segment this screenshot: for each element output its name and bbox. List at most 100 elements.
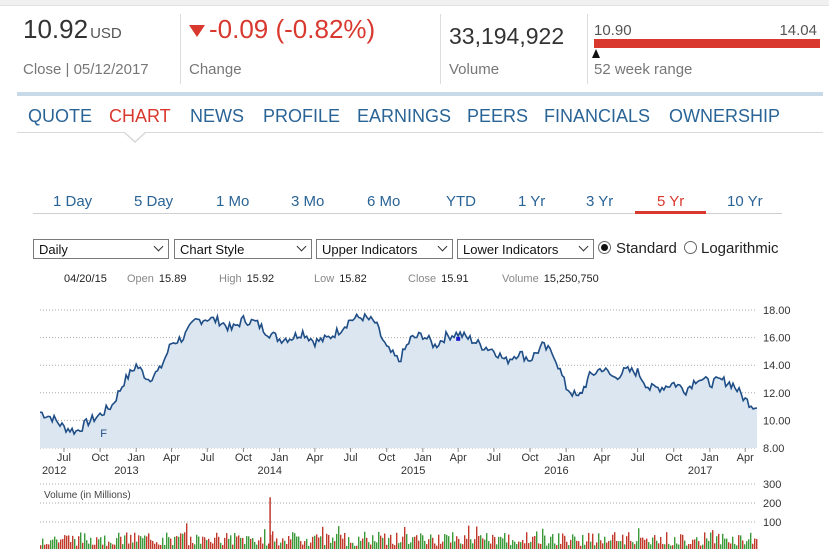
range-1-yr[interactable]: 1 Yr — [518, 193, 546, 210]
volume-bar — [674, 537, 676, 549]
volume-bar — [616, 540, 618, 549]
volume-bar — [372, 535, 374, 549]
tab-financials[interactable]: FINANCIALS — [544, 106, 651, 126]
price-tick-label: 8.00 — [763, 443, 784, 455]
standard-radio[interactable] — [598, 241, 611, 254]
volume-bar — [360, 540, 362, 549]
volume-bar — [330, 542, 332, 549]
logarithmic-radio[interactable] — [684, 241, 697, 254]
tab-news[interactable]: NEWS — [190, 106, 244, 126]
range-3-yr[interactable]: 3 Yr — [586, 193, 614, 210]
volume-bar — [258, 540, 260, 549]
volume-bar — [466, 538, 468, 549]
range-5-yr[interactable]: 5 Yr — [657, 193, 685, 210]
volume-bar — [292, 532, 294, 549]
volume-bar — [396, 532, 398, 549]
volume-bar — [418, 540, 420, 549]
range-5-day[interactable]: 5 Day — [134, 193, 174, 210]
volume-bar — [78, 536, 80, 549]
volume-bar — [274, 541, 276, 549]
volume-bar — [200, 543, 202, 549]
volume-bar — [208, 538, 210, 549]
range-1-day[interactable]: 1 Day — [53, 193, 93, 210]
volume-bar — [542, 528, 544, 549]
volume-bar — [104, 535, 106, 549]
volume-bar — [716, 536, 718, 549]
volume-bar — [348, 537, 350, 549]
volume-bar — [710, 532, 712, 549]
volume-bar — [736, 545, 738, 549]
lower-indicators-select[interactable]: Lower Indicators — [457, 239, 594, 259]
volume-bar — [704, 532, 706, 549]
tab-peers[interactable]: PEERS — [467, 106, 529, 126]
volume-bar — [474, 539, 476, 549]
volume-bar — [160, 545, 162, 549]
volume-bar — [390, 534, 392, 549]
volume-bar — [690, 543, 692, 549]
volume-bar — [82, 542, 84, 549]
range-6-mo[interactable]: 6 Mo — [367, 193, 401, 210]
main-nav: QUOTE CHART NEWS PROFILE EARNINGS PEERS … — [17, 92, 823, 133]
volume-bar — [456, 536, 458, 549]
tab-earnings[interactable]: EARNINGS — [357, 106, 452, 126]
range-marker-icon — [592, 49, 601, 58]
volume-bar — [424, 540, 426, 549]
price-tick-label: 14.00 — [763, 360, 791, 372]
range-3-mo[interactable]: 3 Mo — [291, 193, 325, 210]
volume-bar — [382, 537, 384, 549]
volume-bar — [566, 541, 568, 549]
volume-bar — [282, 538, 284, 549]
volume-bar — [554, 543, 556, 549]
x-tick-label: Apr — [306, 452, 323, 464]
range-ytd[interactable]: YTD — [446, 193, 476, 210]
tab-quote[interactable]: QUOTE — [28, 106, 93, 126]
volume-bar — [40, 545, 42, 549]
range-10-yr[interactable]: 10 Yr — [727, 193, 763, 210]
volume-bar — [410, 542, 412, 549]
x-tick-label: Oct — [521, 452, 538, 464]
tab-ownership[interactable]: OWNERSHIP — [669, 106, 781, 126]
volume-bar — [568, 545, 570, 549]
volume-bar — [302, 544, 304, 549]
price-change: -0.09 (-0.82%) — [189, 14, 435, 45]
x-tick-label: Jan — [701, 452, 719, 464]
volume-bar — [728, 542, 730, 549]
top-border — [0, 0, 829, 6]
volume-bar — [92, 544, 94, 549]
volume-bar — [196, 534, 198, 549]
volume-bar — [426, 544, 428, 549]
volume-bar — [652, 537, 654, 549]
x-tick-label: Oct — [378, 452, 395, 464]
tab-profile[interactable]: PROFILE — [263, 106, 341, 126]
volume-bar — [60, 539, 62, 549]
range-label: 52 week range — [594, 61, 693, 78]
volume-bar — [54, 536, 56, 549]
volume-bar — [404, 527, 406, 549]
volume-grid — [40, 483, 757, 523]
volume-bar — [250, 538, 252, 549]
tab-chart[interactable]: CHART — [109, 106, 171, 126]
volume-bar — [530, 541, 532, 549]
volume-bar — [644, 539, 646, 549]
volume-bar — [234, 532, 236, 549]
volume-bar — [524, 543, 526, 549]
upper-indicators-select[interactable]: Upper Indicators — [316, 239, 453, 259]
volume-bar — [276, 538, 278, 549]
volume-bar — [624, 544, 626, 549]
range-1-mo[interactable]: 1 Mo — [216, 193, 250, 210]
volume-bar — [510, 545, 512, 549]
x-year-label: 2013 — [114, 465, 138, 477]
interval-select[interactable]: Daily — [33, 239, 169, 259]
volume-bar — [434, 543, 436, 549]
volume-bar — [646, 538, 648, 549]
volume-bar — [336, 533, 338, 549]
volume-bar — [350, 542, 352, 549]
volume-bar — [740, 535, 742, 549]
volume-bar — [164, 544, 166, 549]
volume-bar — [256, 544, 258, 549]
volume-bar — [620, 541, 622, 549]
volume-bar — [272, 531, 274, 549]
chart-style-select[interactable]: Chart Style — [174, 239, 312, 259]
volume-bar — [470, 539, 472, 549]
